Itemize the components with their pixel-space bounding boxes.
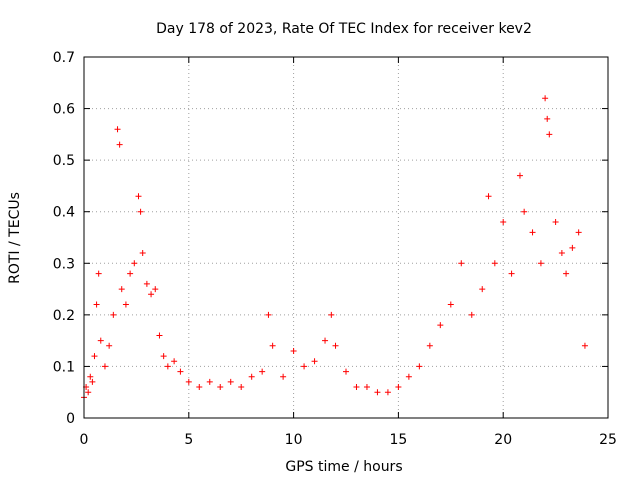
data-point (139, 249, 146, 256)
data-point (217, 384, 224, 391)
data-point (87, 373, 94, 380)
data-point (447, 301, 454, 308)
data-point (259, 368, 266, 375)
x-axis-label: GPS time / hours (285, 459, 402, 475)
data-point (114, 126, 121, 133)
data-point (552, 219, 559, 226)
data-point (265, 311, 272, 318)
data-point (569, 244, 576, 251)
data-point (116, 141, 123, 148)
data-point (563, 270, 570, 277)
data-point (97, 337, 104, 344)
y-tick-label: 0.5 (53, 153, 75, 169)
y-tick-label: 0.4 (53, 205, 75, 221)
data-point (521, 208, 528, 215)
data-point (542, 95, 549, 102)
y-axis-label: ROTI / TECUs (7, 192, 23, 284)
x-tick-label: 20 (494, 432, 512, 448)
data-point (395, 384, 402, 391)
data-point (301, 363, 308, 370)
axis-ticks: 0 0.1 0.2 0.3 0.4 0.5 0.6 0.7 0 5 10 15 20 25 (53, 50, 617, 448)
data-point (160, 353, 167, 360)
data-point (280, 373, 287, 380)
data-point (546, 131, 553, 138)
data-point (177, 368, 184, 375)
data-point (156, 332, 163, 339)
plot-frame (83, 56, 609, 419)
data-point (322, 337, 329, 344)
data-point (143, 280, 150, 287)
data-point (437, 322, 444, 329)
data-point (416, 363, 423, 370)
data-point (575, 229, 582, 236)
grid-lines (84, 57, 608, 418)
data-point (529, 229, 536, 236)
data-point (328, 311, 335, 318)
data-point (164, 363, 171, 370)
data-point (248, 373, 255, 380)
data-point (106, 342, 113, 349)
y-tick-label: 0.1 (53, 359, 75, 375)
data-point (374, 389, 381, 396)
data-point (127, 270, 134, 277)
data-point (122, 301, 129, 308)
data-point (196, 384, 203, 391)
data-point (118, 286, 125, 293)
x-tick-label: 25 (599, 432, 617, 448)
data-point (185, 378, 192, 385)
chart-title: Day 178 of 2023, Rate Of TEC Index for r… (156, 21, 532, 37)
data-point (479, 286, 486, 293)
y-tick-label: 0.6 (53, 102, 75, 118)
x-tick-label: 15 (389, 432, 407, 448)
data-point (581, 342, 588, 349)
data-point (405, 373, 412, 380)
data-point (152, 286, 159, 293)
data-point (93, 301, 100, 308)
data-point (363, 384, 370, 391)
data-point (468, 311, 475, 318)
x-tick-label: 10 (285, 432, 303, 448)
data-point (485, 193, 492, 200)
data-point (91, 353, 98, 360)
data-point (290, 347, 297, 354)
data-point (227, 378, 234, 385)
data-point (101, 363, 108, 370)
data-point (516, 172, 523, 179)
data-point (95, 270, 102, 277)
y-tick-label: 0 (66, 411, 75, 427)
x-tick-label: 5 (184, 432, 193, 448)
data-point (544, 115, 551, 122)
y-tick-label: 0.2 (53, 308, 75, 324)
data-point (353, 384, 360, 391)
data-points (81, 95, 588, 401)
data-point (238, 384, 245, 391)
data-point (491, 260, 498, 267)
data-point (148, 291, 155, 298)
data-point (311, 358, 318, 365)
x-tick-label: 0 (80, 432, 89, 448)
data-point (537, 260, 544, 267)
data-point (343, 368, 349, 375)
data-point (131, 260, 138, 267)
data-point (332, 342, 339, 349)
data-point (384, 389, 391, 396)
data-point (110, 311, 117, 318)
data-point (508, 270, 515, 277)
data-point (206, 378, 213, 385)
data-point (137, 208, 144, 215)
data-point (558, 249, 565, 256)
y-tick-label: 0.3 (53, 256, 75, 272)
data-point (426, 342, 433, 349)
data-point (171, 358, 178, 365)
data-point (89, 378, 96, 385)
data-point (85, 389, 92, 396)
data-point (135, 193, 142, 200)
data-point (458, 260, 465, 267)
data-point (269, 342, 276, 349)
data-point (500, 219, 507, 226)
y-tick-label: 0.7 (53, 50, 75, 66)
